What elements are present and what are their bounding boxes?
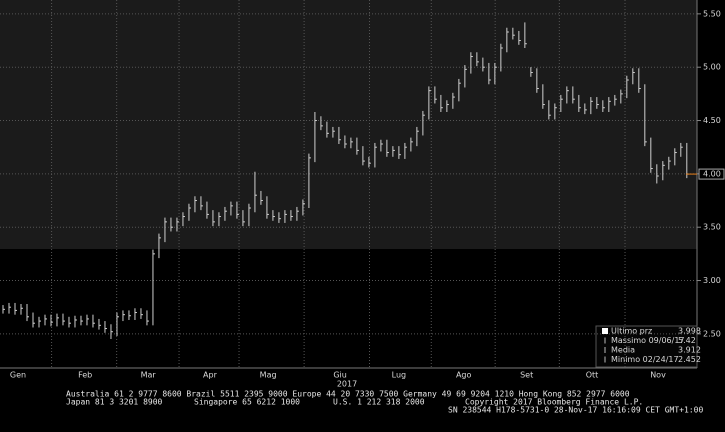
legend-value: 3.998: [678, 327, 701, 336]
x-tick-label: Ott: [586, 371, 599, 380]
x-tick-label: Nov: [650, 371, 666, 380]
year-label: 2017: [337, 380, 357, 389]
x-tick-label: Mar: [141, 371, 157, 380]
x-tick-label: Apr: [203, 371, 218, 380]
x-tick-label: Feb: [78, 371, 92, 380]
legend-value: 2.452: [678, 355, 701, 364]
legend-value: 5.42: [678, 336, 696, 345]
footer-text: Copyright 2017 Bloomberg Finance L.P.: [465, 398, 643, 407]
y-tick-label: 4.50: [703, 116, 721, 125]
y-tick-label: 5.00: [703, 63, 721, 72]
x-tick-label: Ago: [456, 371, 472, 380]
x-tick-label: Mag: [260, 371, 277, 380]
legend-label: Media: [611, 346, 635, 355]
y-tick-label: 3.50: [703, 223, 721, 232]
x-tick-label: Lug: [392, 371, 406, 380]
x-tick-label: Gen: [10, 371, 26, 380]
x-tick-label: Giu: [333, 371, 347, 380]
y-tick-label: 5.50: [703, 9, 721, 18]
y-tick-label: 3.00: [703, 276, 721, 285]
legend-label: Ultimo prz: [611, 327, 652, 336]
x-tick-label: Set: [520, 371, 533, 380]
footer-text: SN 238544 H178-5731-0 28-Nov-17 16:16:09…: [448, 406, 703, 415]
legend-icon: [602, 328, 608, 334]
footer-text: U.S. 1 212 318 2000: [333, 398, 425, 407]
footer-text: Singapore 65 6212 1000: [194, 398, 300, 407]
legend-label: Minimo 02/24/17: [611, 355, 679, 364]
footer-text: Australia 61 2 9777 8600 Brazil 5511 239…: [66, 390, 630, 399]
legend-value: 3.912: [678, 346, 701, 355]
legend-label: Massimo 09/06/17: [611, 336, 685, 345]
last-price-box: [698, 168, 725, 180]
y-tick-label: 2.50: [703, 329, 721, 338]
last-price-label: 4.00: [703, 170, 721, 179]
legend-box: [595, 325, 698, 368]
footer-text: Japan 81 3 3201 8900: [66, 398, 163, 407]
plot-shade: [0, 0, 697, 249]
